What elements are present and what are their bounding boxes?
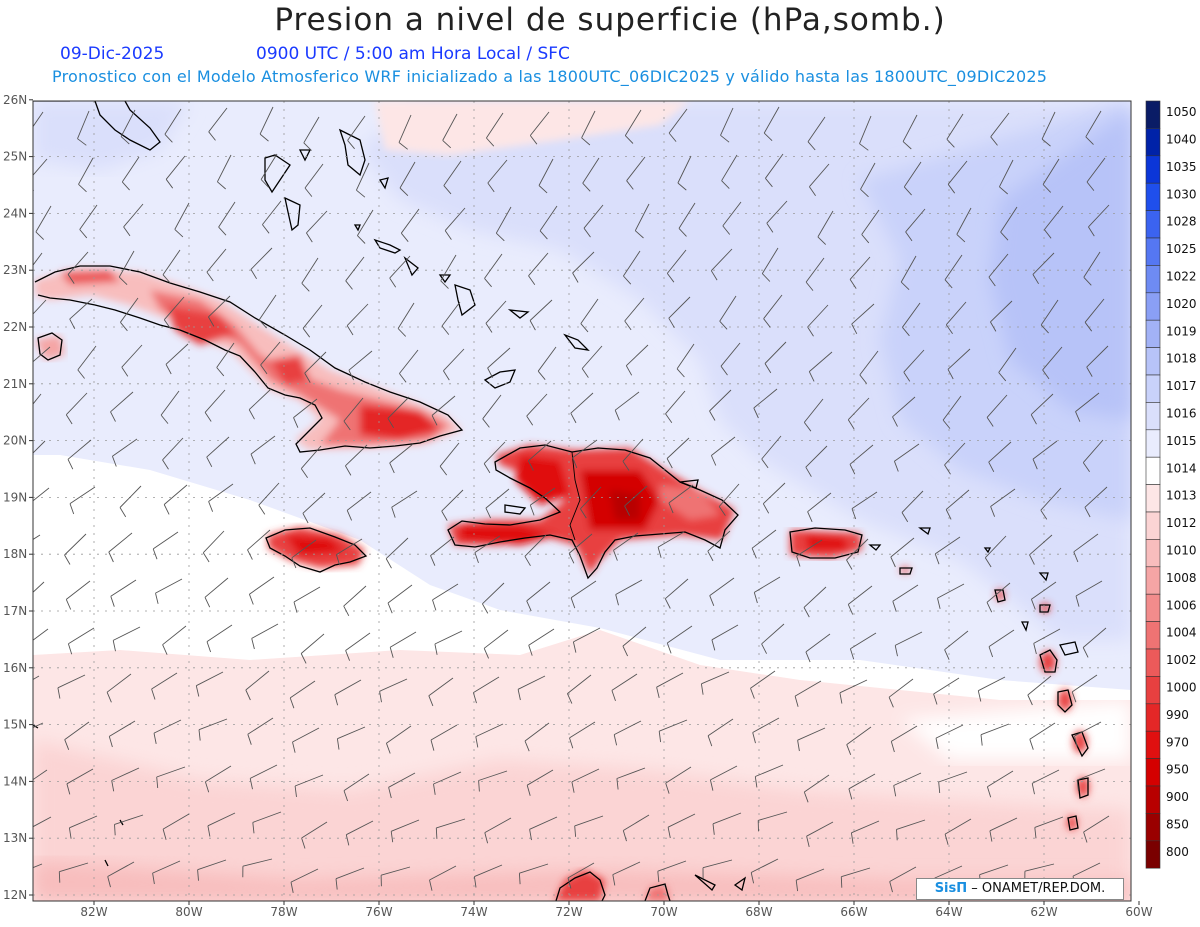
colorbar-swatch: [1145, 237, 1161, 266]
lon-label: 70W: [650, 905, 677, 919]
lat-label: 14N: [3, 774, 27, 788]
colorbar-label: 800: [1166, 845, 1189, 859]
colorbar-label: 1035: [1166, 160, 1197, 174]
longitude-labels: 82W 80W 78W 76W 74W 72W 70W 68W 66W 64W 62W 60W: [80, 901, 1153, 919]
colorbar-swatch: [1145, 182, 1161, 211]
colorbar-label: 1018: [1166, 352, 1197, 366]
colorbar-swatch: [1145, 621, 1161, 650]
colorbar-swatch: [1145, 155, 1161, 184]
colorbar-label: 1013: [1166, 489, 1197, 503]
lon-label: 82W: [80, 905, 107, 919]
colorbar-label: 1004: [1166, 626, 1197, 640]
colorbar-swatch: [1145, 703, 1161, 732]
colorbar-swatch: [1145, 265, 1161, 294]
pressure-shading: [33, 101, 1131, 901]
lat-label: 26N: [3, 93, 27, 107]
colorbar-label: 1000: [1166, 681, 1197, 695]
lat-label: 19N: [3, 490, 27, 504]
colorbar-label: 1025: [1166, 242, 1197, 256]
lat-lon-grid: [33, 101, 1131, 901]
colorbar-label: 1017: [1166, 379, 1197, 393]
colorbar-swatch: [1145, 292, 1161, 321]
lon-label: 80W: [175, 905, 202, 919]
colorbar-label: 900: [1166, 790, 1189, 804]
colorbar-swatch: [1145, 676, 1161, 705]
lat-label: 20N: [3, 434, 27, 448]
colorbar-swatch: [1145, 484, 1161, 513]
colorbar-swatch: [1145, 511, 1161, 540]
colorbar-label: 1015: [1166, 434, 1197, 448]
lat-label: 22N: [3, 320, 27, 334]
forecast-date: 09-Dic-2025: [60, 44, 165, 64]
colorbar-label: 850: [1166, 818, 1189, 832]
colorbar-label: 1002: [1166, 653, 1197, 667]
lat-label: 12N: [3, 888, 27, 902]
colorbar-swatch: [1145, 648, 1161, 677]
lon-label: 78W: [270, 905, 297, 919]
lat-label: 16N: [3, 661, 27, 675]
lon-label: 68W: [745, 905, 772, 919]
colorbar-swatch: [1145, 539, 1161, 568]
lon-label: 62W: [1030, 905, 1057, 919]
colorbar-swatch: [1145, 730, 1161, 759]
lat-label: 18N: [3, 547, 27, 561]
wind-barbs: [33, 106, 1110, 893]
latitude-labels: 12N 13N 14N 15N 16N 17N 18N 19N 20N 21N 22N 23N 24N 2…: [3, 93, 33, 902]
colorbar-swatch: [1145, 593, 1161, 622]
lon-label: 64W: [935, 905, 962, 919]
lat-label: 25N: [3, 150, 27, 164]
colorbar-label: 1019: [1166, 324, 1197, 338]
colorbar-swatch: [1145, 210, 1161, 239]
colorbar-label: 1012: [1166, 516, 1197, 530]
colorbar-label: 950: [1166, 763, 1189, 777]
colorbar-swatch: [1145, 813, 1161, 842]
colorbar-swatch: [1145, 100, 1161, 129]
colorbar-swatch: [1145, 402, 1161, 431]
lon-label: 66W: [840, 905, 867, 919]
map-frame: [32, 100, 1132, 902]
credit-box: SisΠ – ONAMET/REP.DOM.: [916, 878, 1124, 900]
colorbar-swatch: [1145, 840, 1161, 869]
lon-label: 60W: [1125, 905, 1152, 919]
colorbar-swatch: [1145, 347, 1161, 376]
lon-label: 76W: [365, 905, 392, 919]
colorbar-label: 1010: [1166, 544, 1197, 558]
sispi-logo: SisΠ: [934, 881, 968, 896]
lat-label: 21N: [3, 377, 27, 391]
coastlines: [33, 101, 1089, 901]
colorbar-swatch: [1145, 785, 1161, 814]
lat-label: 24N: [3, 206, 27, 220]
colorbar-swatch: [1145, 374, 1161, 403]
credit-text: – ONAMET/REP.DOM.: [971, 881, 1106, 896]
colorbar: 1050 1040 1035 1030 1028 1025 1022 1020 1019 1018…: [1145, 100, 1197, 869]
model-info: Pronostico con el Modelo Atmosferico WRF…: [52, 67, 1048, 86]
lon-label: 74W: [460, 905, 487, 919]
forecast-time: 0900 UTC / 5:00 am Hora Local / SFC: [256, 44, 570, 64]
colorbar-swatch: [1145, 758, 1161, 787]
lat-label: 13N: [3, 831, 27, 845]
colorbar-label: 1050: [1166, 105, 1197, 119]
colorbar-label: 970: [1166, 735, 1189, 749]
colorbar-label: 1022: [1166, 270, 1197, 284]
colorbar-label: 1008: [1166, 571, 1197, 585]
colorbar-swatch: [1145, 128, 1161, 157]
colorbar-label: 1040: [1166, 133, 1197, 147]
colorbar-label: 990: [1166, 708, 1189, 722]
colorbar-label: 1014: [1166, 461, 1197, 475]
colorbar-label: 1016: [1166, 407, 1197, 421]
map-title: Presion a nivel de superficie (hPa,somb.…: [274, 2, 946, 38]
lat-label: 15N: [3, 718, 27, 732]
colorbar-label: 1030: [1166, 187, 1197, 201]
colorbar-swatch: [1145, 429, 1161, 458]
colorbar-label: 1028: [1166, 215, 1197, 229]
lat-label: 17N: [3, 604, 27, 618]
colorbar-swatch: [1145, 456, 1161, 485]
colorbar-label: 1020: [1166, 297, 1197, 311]
lat-label: 23N: [3, 263, 27, 277]
colorbar-label: 1006: [1166, 598, 1197, 612]
colorbar-swatch: [1145, 319, 1161, 348]
lon-label: 72W: [555, 905, 582, 919]
colorbar-swatch: [1145, 566, 1161, 595]
